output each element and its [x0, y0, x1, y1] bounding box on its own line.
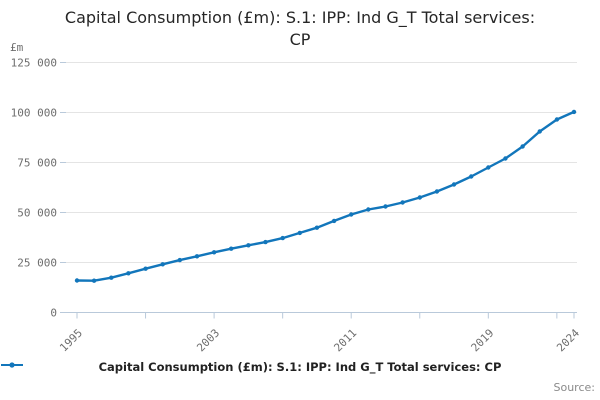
y-axis-label: 125 000 [11, 57, 57, 70]
data-point-2018[interactable] [469, 174, 474, 179]
data-point-2010[interactable] [331, 218, 337, 224]
data-point-1999[interactable] [143, 266, 148, 271]
data-point-2001[interactable] [177, 257, 182, 263]
legend-line-marker-icon [1, 362, 23, 368]
data-point-2002[interactable] [194, 254, 200, 259]
data-point-2012[interactable] [366, 207, 371, 212]
data-point-2008[interactable] [297, 230, 302, 236]
data-point-2014[interactable] [400, 200, 405, 205]
data-point-2011[interactable] [349, 212, 354, 217]
legend-label: Capital Consumption (£m): S.1: IPP: Ind … [98, 360, 502, 374]
data-point-1998[interactable] [126, 271, 131, 276]
data-point-2022[interactable] [537, 129, 542, 134]
data-point-2019[interactable] [486, 165, 491, 170]
data-point-2004[interactable] [229, 246, 234, 251]
data-point-2000[interactable] [160, 262, 165, 267]
y-axis-label: 50 000 [17, 207, 57, 220]
y-axis-label: 100 000 [11, 107, 57, 120]
x-axis-label: 2019 [469, 326, 497, 354]
data-point-2021[interactable] [520, 144, 525, 149]
y-axis-label: 25 000 [17, 257, 57, 270]
legend: Capital Consumption (£m): S.1: IPP: Ind … [0, 360, 600, 374]
data-point-2013[interactable] [383, 204, 388, 209]
data-point-2015[interactable] [417, 195, 422, 200]
source-label: Source: [553, 381, 596, 394]
data-point-1997[interactable] [109, 275, 114, 280]
x-axis-label: 2024 [554, 326, 582, 354]
data-point-2023[interactable] [554, 117, 560, 122]
y-axis-label: 75 000 [17, 157, 57, 170]
series-line [75, 110, 576, 282]
data-point-2020[interactable] [503, 156, 508, 161]
data-point-1996[interactable] [91, 278, 97, 283]
data-point-2017[interactable] [451, 182, 457, 187]
chart-title: Capital Consumption (£m): S.1: IPP: Ind … [0, 7, 600, 50]
x-axis-label: 2003 [194, 326, 222, 354]
x-axis-label: 2011 [331, 326, 359, 354]
data-point-2003[interactable] [211, 250, 217, 255]
data-point-2007[interactable] [280, 235, 285, 241]
data-point-2006[interactable] [263, 239, 268, 245]
chart-title-line1: Capital Consumption (£m): S.1: IPP: Ind … [64, 8, 536, 27]
chart-title-line2: CP [289, 29, 311, 49]
y-axis-unit-label: £m [10, 41, 24, 54]
x-axis-label: 1995 [57, 326, 85, 354]
y-axis-label: 0 [50, 307, 57, 320]
data-point-2005[interactable] [246, 243, 251, 248]
data-point-2016[interactable] [434, 189, 440, 194]
data-point-2024[interactable] [571, 109, 577, 115]
data-point-1995[interactable] [74, 278, 80, 283]
data-point-2009[interactable] [314, 225, 320, 230]
